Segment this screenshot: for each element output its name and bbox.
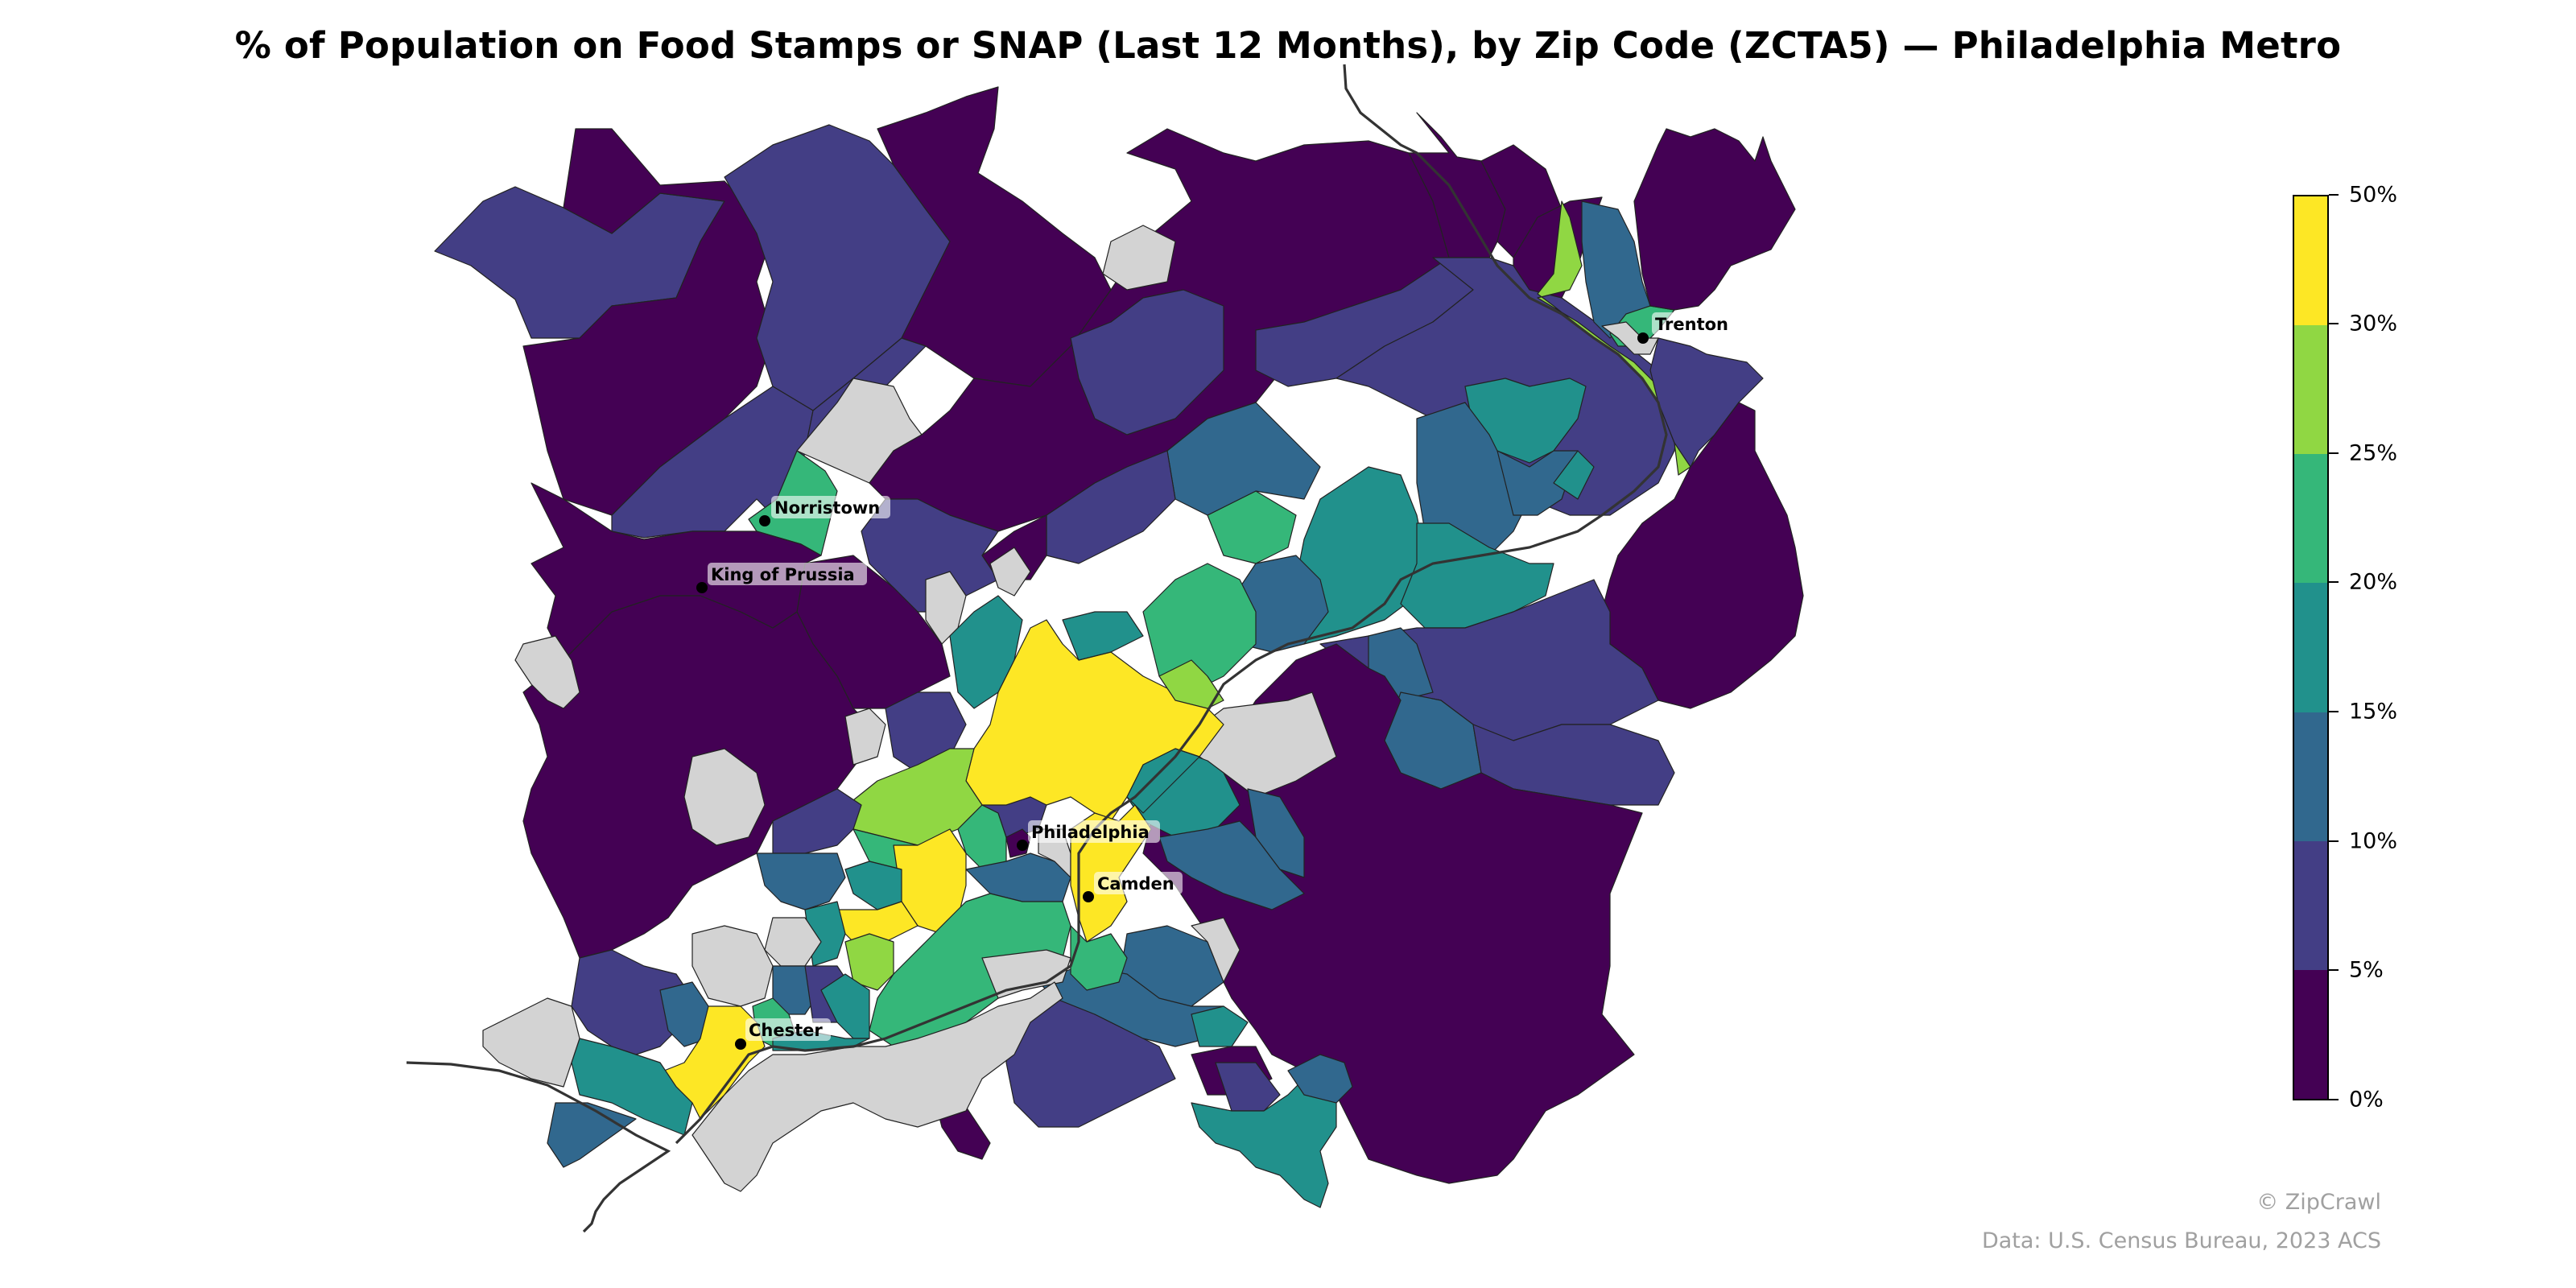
state-border-line [406, 1061, 671, 1233]
zip-region [1158, 659, 1224, 709]
colorbar-label-10: 10% [2349, 828, 2398, 854]
colorbar-segment-20-25 [2294, 454, 2327, 584]
colorbar-tick [2329, 581, 2339, 583]
city-dot-icon [735, 1038, 746, 1050]
delaware-river-line [675, 64, 1668, 1145]
zip-region [1633, 128, 1796, 311]
zip-region [514, 635, 580, 709]
colorbar-tick [2329, 194, 2339, 196]
zip-region [691, 925, 774, 1007]
zip-region [1553, 450, 1595, 500]
colorbar-label-5: 5% [2349, 957, 2384, 983]
zip-region [571, 1038, 693, 1136]
city-label-trenton: Trenton [1655, 315, 1728, 334]
zip-region [1062, 611, 1144, 661]
colorbar-tick [2329, 969, 2339, 971]
city-marker-camden: Camden [1083, 872, 1183, 902]
zip-region [981, 949, 1071, 999]
colorbar-label-20: 20% [2349, 569, 2398, 595]
colorbar-tick [2329, 323, 2339, 324]
colorbar-segment-30-50 [2294, 196, 2327, 326]
city-marker-chester: Chester [735, 1018, 831, 1050]
city-dot-icon [1083, 891, 1094, 902]
zip-region [1102, 225, 1176, 291]
zip-region [1126, 748, 1200, 814]
zip-polygons [434, 86, 1804, 1208]
zip-region [1247, 788, 1305, 878]
colorbar-segment-5-10 [2294, 840, 2327, 970]
city-label-king-of-prussia: King of Prussia [711, 565, 855, 584]
zip-region [1601, 321, 1659, 355]
zip-region [1191, 1078, 1337, 1208]
colorbar-label-0: 0% [2349, 1087, 2384, 1113]
colorbar-label-30: 30% [2349, 311, 2398, 336]
zip-region [1046, 450, 1176, 564]
city-marker-norristown: Norristown [759, 496, 890, 526]
city-label-norristown: Norristown [774, 498, 880, 518]
zip-region [1070, 289, 1224, 436]
city-label-philadelphia: Philadelphia [1031, 823, 1150, 842]
city-dot-icon [759, 515, 770, 526]
city-marker-king-of-prussia: King of Prussia [696, 563, 867, 593]
colorbar [2293, 195, 2329, 1100]
zip-region [989, 547, 1031, 597]
zip-region [1400, 522, 1554, 629]
colorbar-tick [2329, 711, 2339, 712]
colorbar-segment-25-30 [2294, 325, 2327, 455]
city-label-chester: Chester [749, 1021, 823, 1040]
city-dot-icon [1017, 840, 1028, 851]
city-marker-philadelphia: Philadelphia [1017, 820, 1160, 851]
colorbar-tick [2329, 840, 2339, 842]
colorbar-tick [2329, 1099, 2339, 1100]
colorbar-tick [2329, 452, 2339, 454]
zip-region [844, 708, 886, 766]
zip-region [756, 852, 846, 910]
zip-region [1191, 1005, 1249, 1047]
colorbar-label-50: 50% [2349, 182, 2398, 208]
zip-region [844, 861, 902, 910]
city-label-camden: Camden [1097, 874, 1174, 894]
colorbar-segment-10-15 [2294, 712, 2327, 841]
colorbar-segment-0-5 [2294, 969, 2327, 1099]
zip-region [1287, 1054, 1353, 1104]
map-title: % of Population on Food Stamps or SNAP (… [234, 24, 2342, 67]
zip-region [530, 482, 822, 661]
zip-region [691, 981, 1063, 1192]
colorbar-segment-15-20 [2294, 583, 2327, 712]
zip-region [1601, 402, 1804, 709]
zip-region [1070, 925, 1128, 991]
city-dot-icon [696, 582, 708, 593]
zip-region [1191, 917, 1241, 983]
colorbar-label-25: 25% [2349, 440, 2398, 466]
copyright-text: © ZipCrawl [2256, 1190, 2381, 1215]
city-dot-icon [1637, 332, 1649, 344]
data-source-text: Data: U.S. Census Bureau, 2023 ACS [1981, 1228, 2381, 1253]
zip-region [1158, 820, 1305, 910]
zip-region [1166, 402, 1321, 516]
zip-region [482, 997, 580, 1088]
zip-region [683, 748, 766, 846]
zip-region [1215, 1062, 1281, 1112]
zip-region [547, 1102, 637, 1168]
city-marker-trenton: Trenton [1637, 312, 1732, 344]
colorbar-label-15: 15% [2349, 699, 2398, 724]
city-markers: Trenton Norristown King of Prussia Phila… [696, 312, 1732, 1050]
